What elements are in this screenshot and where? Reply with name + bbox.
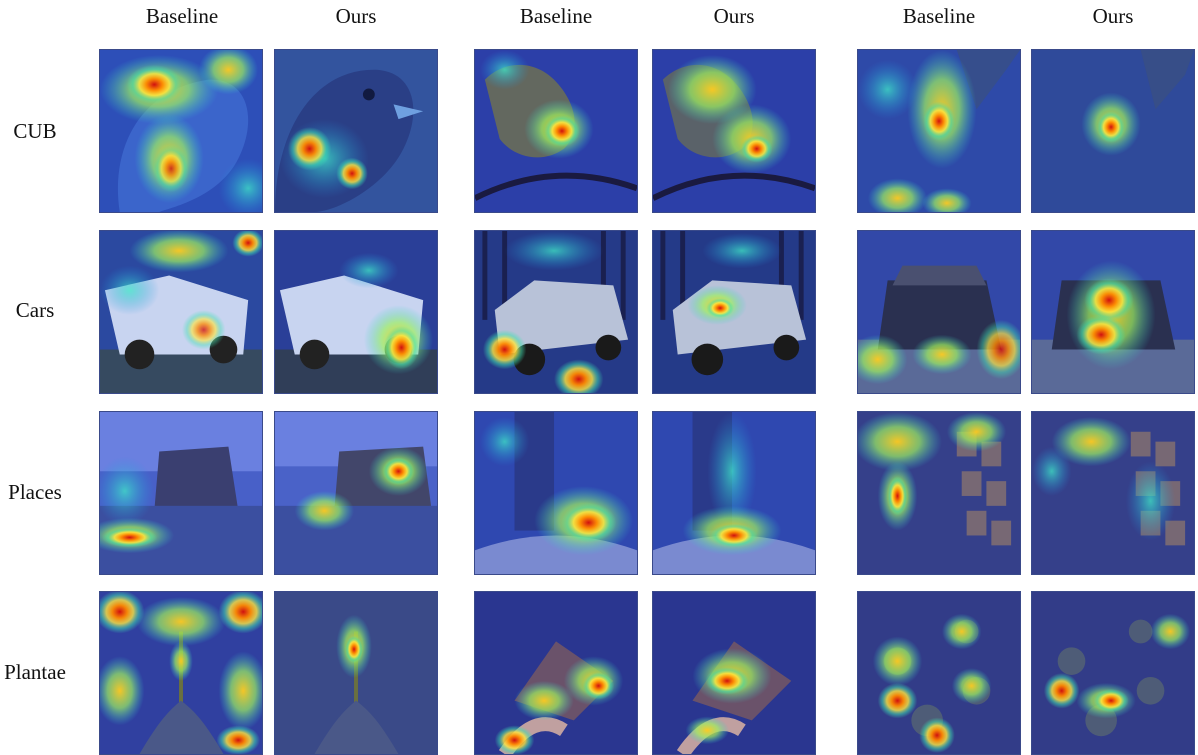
places-ours-2-image [652,411,816,575]
column-header-ours-1: Ours [335,4,377,28]
column-header-baseline-3: Baseline [902,4,976,28]
row-label-cars: Cars [15,298,55,322]
column-header-ours-3: Ours [1092,4,1134,28]
cub-baseline-1-image [99,49,263,213]
row-label-cub: CUB [13,119,57,143]
cub-ours-1-image [274,49,438,213]
cars-baseline-1-image [99,230,263,394]
cars-baseline-3-image [857,230,1021,394]
plantae-baseline-1-image [99,591,263,755]
cub-baseline-3-image [857,49,1021,213]
places-baseline-2-image [474,411,638,575]
places-ours-3-image [1031,411,1195,575]
cub-ours-3-image [1031,49,1195,213]
places-ours-1-image [274,411,438,575]
column-header-baseline-1: Baseline [145,4,219,28]
row-label-places: Places [8,480,62,504]
plantae-ours-2-image [652,591,816,755]
row-label-plantae: Plantae [4,660,66,684]
places-baseline-3-image [857,411,1021,575]
cars-ours-3-image [1031,230,1195,394]
cars-ours-2-image [652,230,816,394]
column-header-baseline-2: Baseline [519,4,593,28]
cars-ours-1-image [274,230,438,394]
column-header-ours-2: Ours [713,4,755,28]
plantae-baseline-2-image [474,591,638,755]
cars-baseline-2-image [474,230,638,394]
plantae-ours-1-image [274,591,438,755]
cub-baseline-2-image [474,49,638,213]
plantae-ours-3-image [1031,591,1195,755]
plantae-baseline-3-image [857,591,1021,755]
cub-ours-2-image [652,49,816,213]
places-baseline-1-image [99,411,263,575]
